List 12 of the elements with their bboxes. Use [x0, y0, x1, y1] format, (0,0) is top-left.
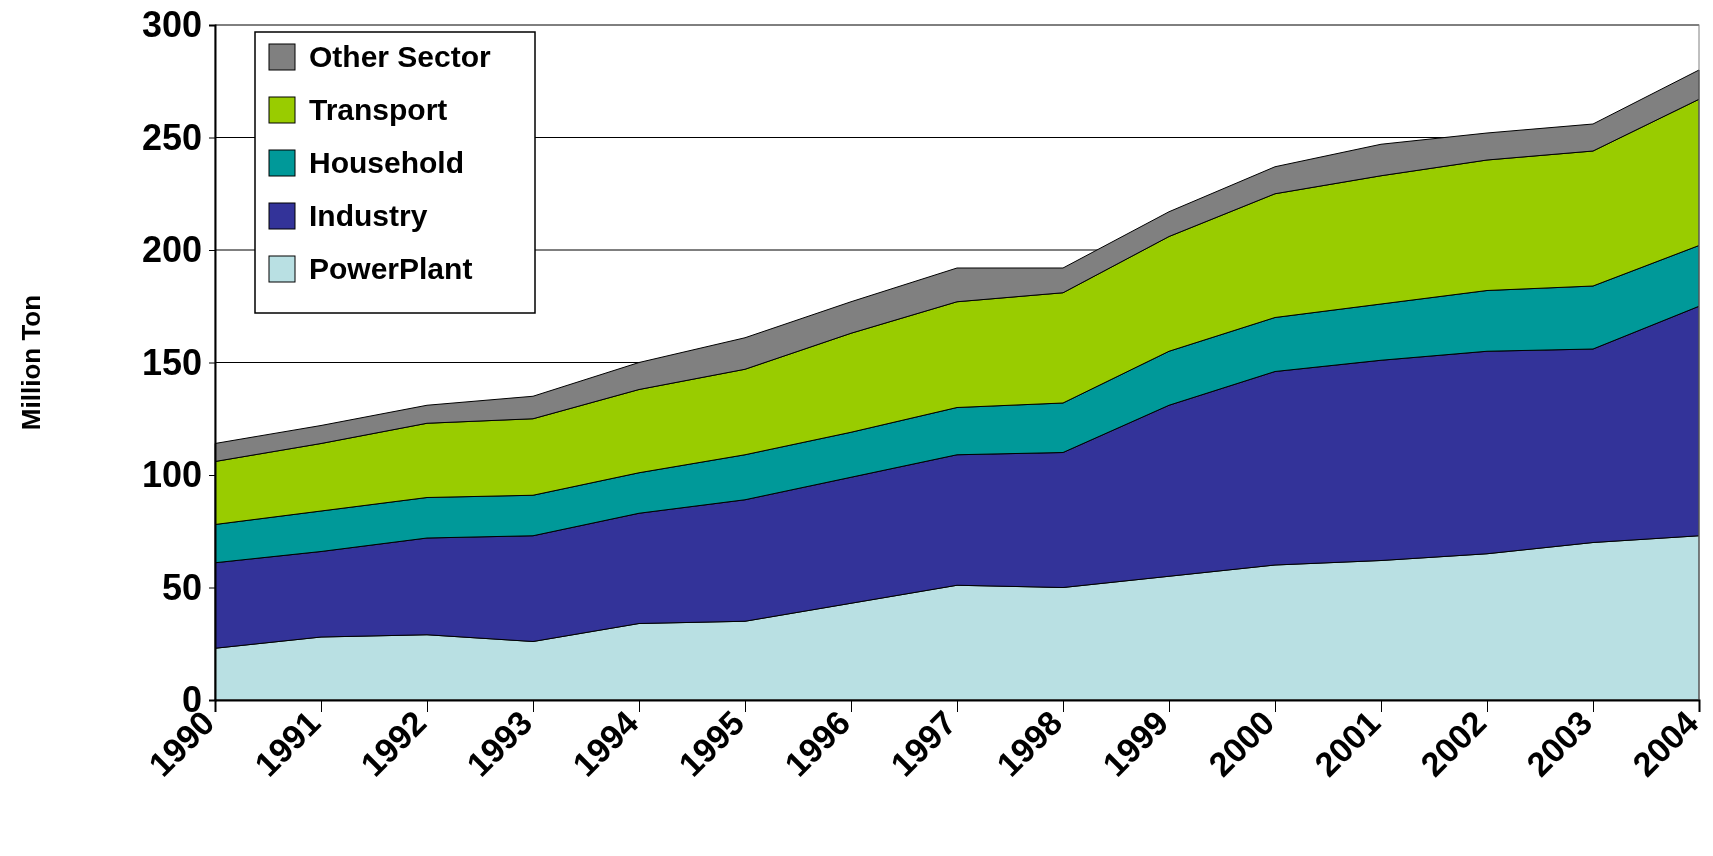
- y-tick-label: 250: [141, 116, 202, 158]
- legend-label: PowerPlant: [309, 252, 473, 285]
- y-tick-label: 150: [141, 341, 202, 383]
- y-tick-label: 200: [141, 229, 202, 271]
- y-tick-label: 100: [141, 454, 202, 496]
- y-tick-label: 50: [161, 566, 202, 608]
- legend-label: Transport: [309, 93, 448, 126]
- legend-label: Household: [309, 146, 464, 179]
- y-axis-title: Million Ton: [16, 294, 46, 431]
- y-tick-label: 300: [141, 4, 202, 46]
- legend-label: Industry: [309, 199, 428, 232]
- legend-label: Other Sector: [309, 40, 492, 73]
